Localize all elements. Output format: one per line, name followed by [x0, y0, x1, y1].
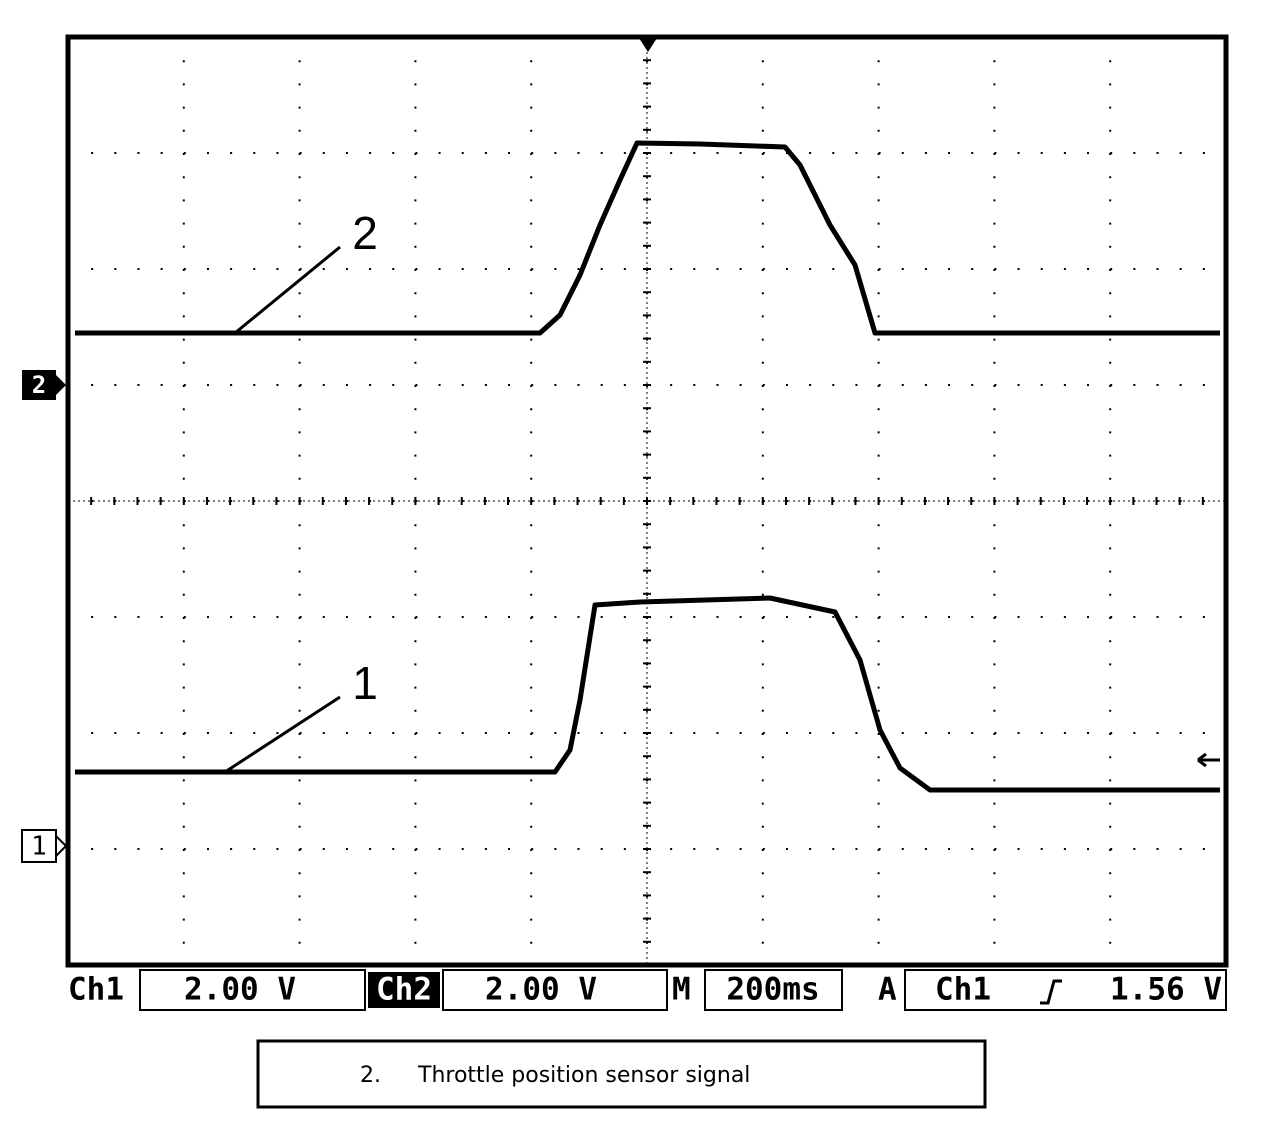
time-scale-box — [704, 969, 843, 1011]
ch1-trace — [75, 595, 1220, 793]
screen-border — [65, 34, 1229, 968]
ch1-ground-box — [21, 829, 57, 863]
graticule — [67, 36, 1226, 965]
trigger-level: 1.56 V — [1110, 972, 1222, 1008]
ch1-ground-arrow — [55, 835, 68, 857]
ch1-ground-marker: 1 — [31, 832, 47, 862]
trigger-label: A — [878, 972, 897, 1008]
ch2-label: Ch2 — [376, 972, 432, 1008]
caption-number: 2. — [360, 1063, 381, 1088]
ch2-label-box — [368, 972, 440, 1008]
ch1-scale: 2.00 V — [184, 972, 296, 1008]
ch1-label: Ch1 — [68, 972, 124, 1008]
trigger-source: Ch1 — [935, 972, 991, 1008]
trigger-position-marker — [639, 38, 657, 52]
caption-text: Throttle position sensor signal — [417, 1063, 750, 1088]
ch2-scale: 2.00 V — [485, 972, 597, 1008]
ch1-pointer — [224, 695, 341, 774]
trigger-box — [904, 969, 1227, 1011]
ch2-trace — [75, 140, 1220, 336]
ch2-trace-label: 2 — [352, 207, 378, 259]
time-label: M — [672, 972, 691, 1008]
ch1-scale-box — [139, 969, 366, 1011]
ch2-ground-box — [22, 370, 56, 400]
ch2-ground-arrow — [56, 375, 66, 395]
ch2-pointer — [234, 245, 341, 335]
ch1-trace-label: 1 — [352, 657, 378, 709]
ch2-ground-marker: 2 — [32, 371, 46, 399]
caption-box — [256, 1039, 987, 1109]
ch2-scale-box — [442, 969, 668, 1011]
rising-edge-icon — [1040, 979, 1062, 1005]
trigger-level-arrow — [1197, 752, 1220, 768]
time-scale: 200ms — [726, 972, 819, 1008]
